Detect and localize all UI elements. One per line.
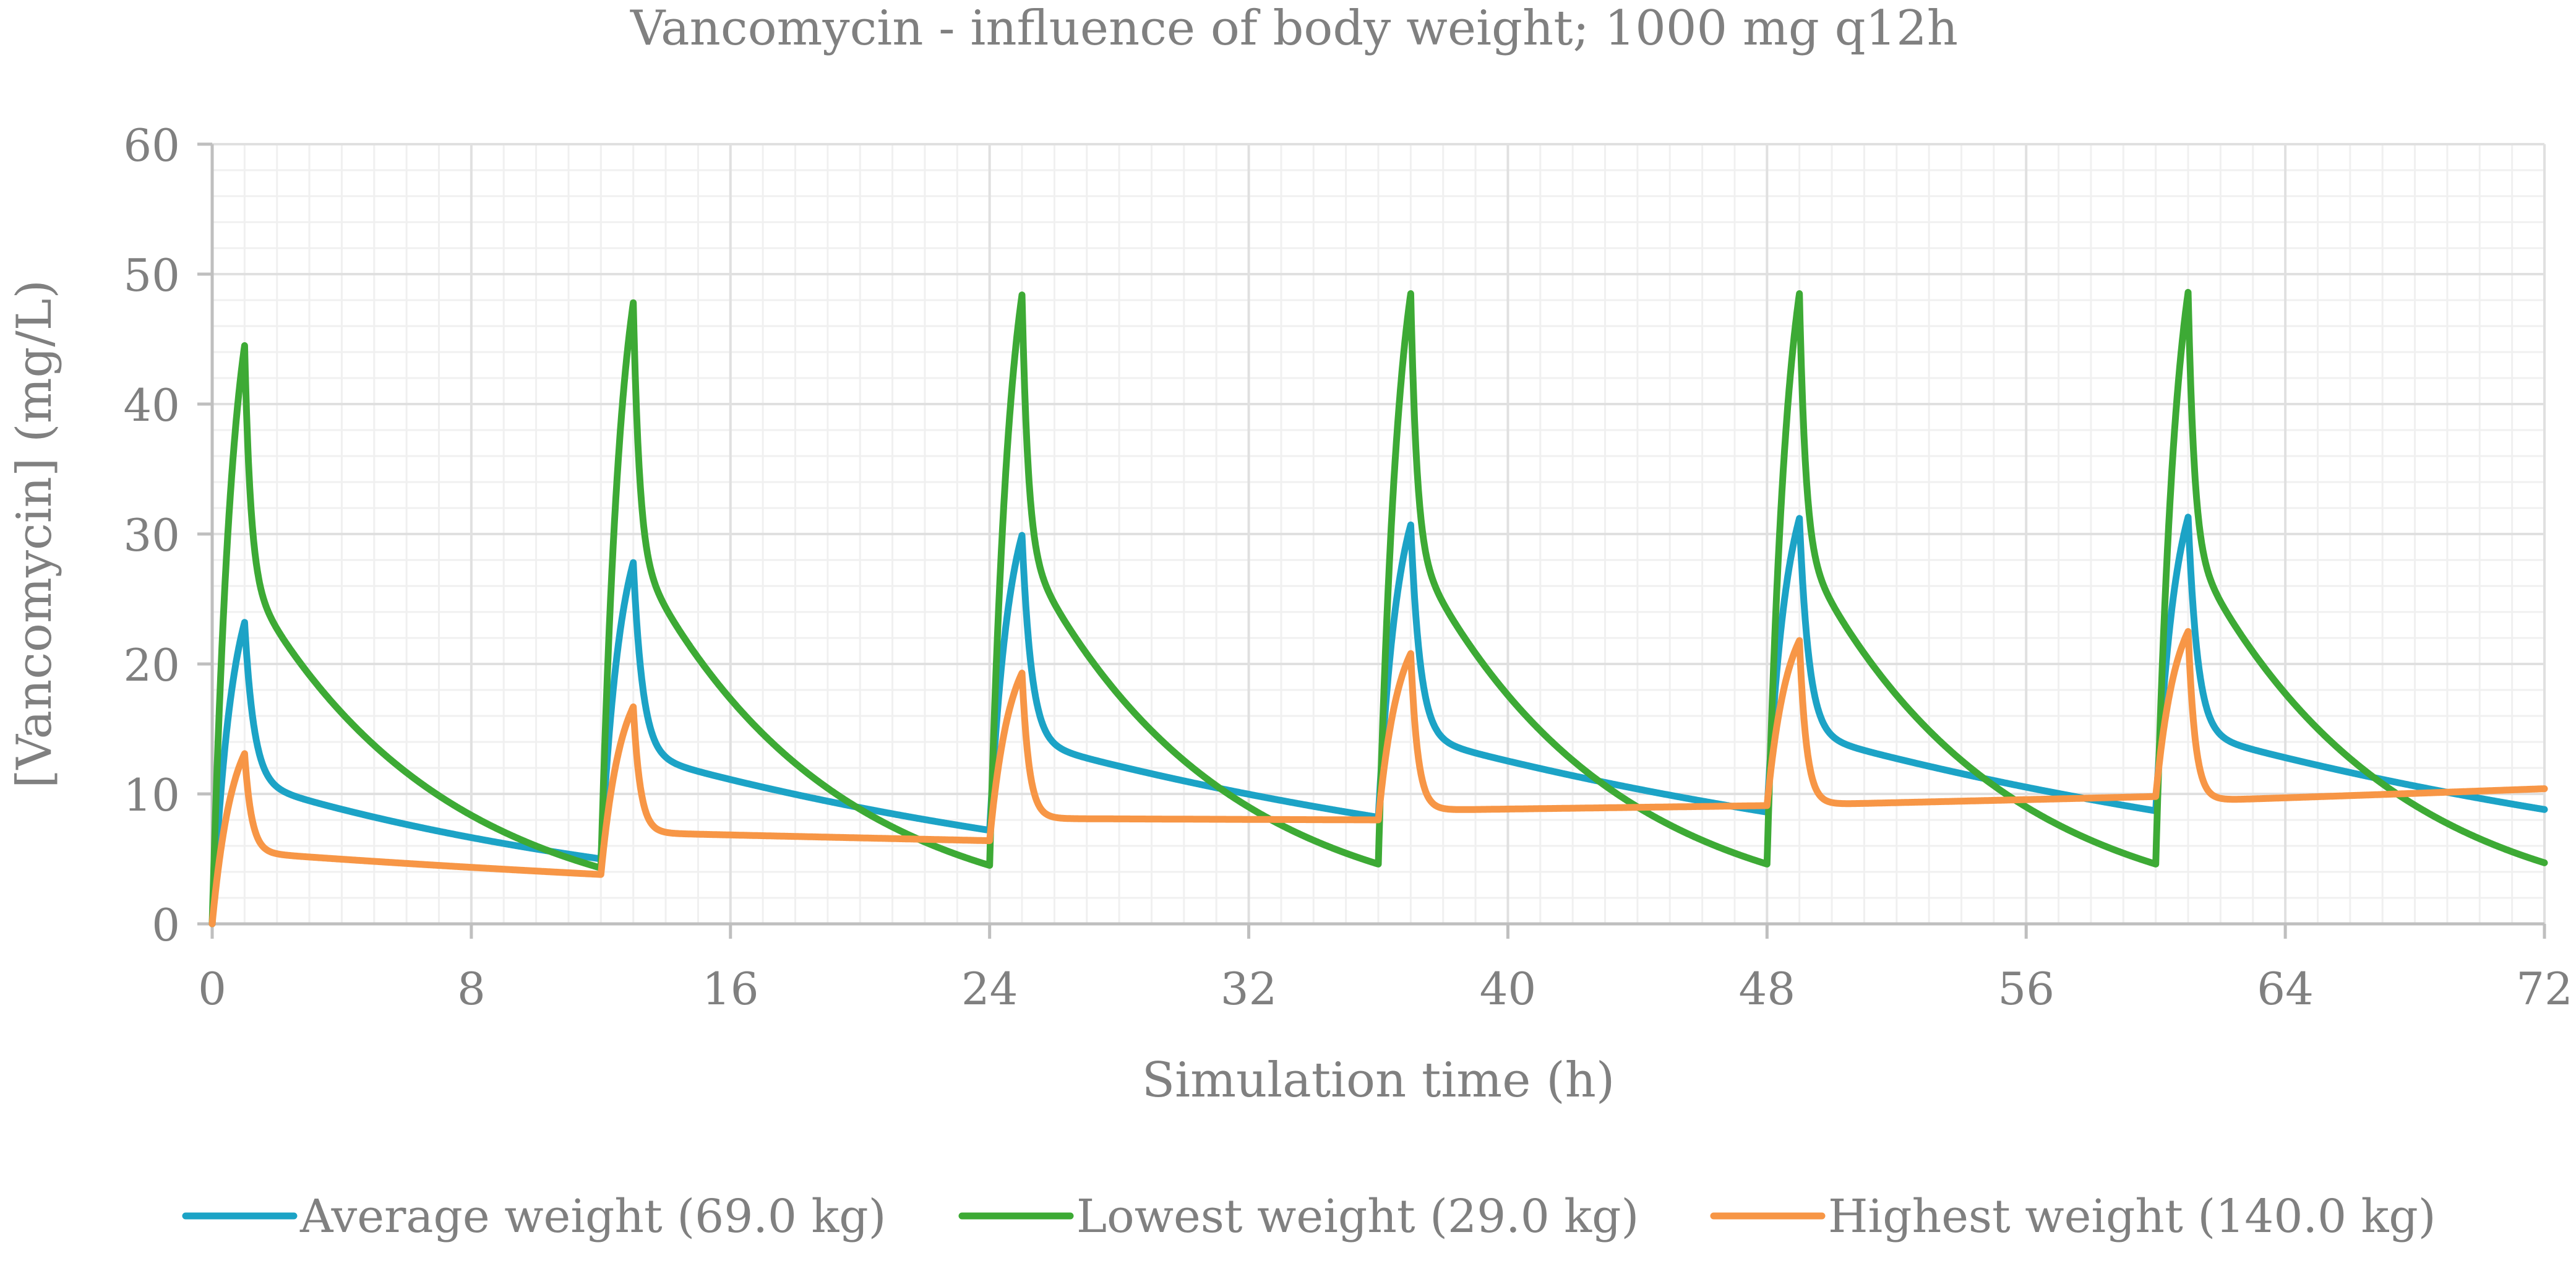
legend-label: Highest weight (140.0 kg) (1828, 1190, 2436, 1243)
y-tick-label: 20 (123, 639, 180, 691)
legend-label: Average weight (69.0 kg) (299, 1190, 887, 1243)
y-tick-label: 0 (152, 899, 180, 951)
legend: Average weight (69.0 kg) Lowest weight (2… (182, 1190, 2436, 1243)
series-line-3 (208, 628, 2548, 928)
y-tick-label: 10 (123, 769, 180, 821)
chart-title: Vancomycin - influence of body weight; 1… (630, 1, 1958, 56)
series-lines (208, 288, 2548, 928)
x-tick-label: 24 (961, 963, 1018, 1015)
legend-item: Average weight (69.0 kg) (182, 1190, 887, 1243)
x-tick-label: 16 (702, 963, 759, 1015)
x-tick-label: 48 (1739, 963, 1796, 1015)
legend-item: Highest weight (140.0 kg) (1710, 1190, 2436, 1243)
x-tick-label: 64 (2257, 963, 2314, 1015)
x-tick-label: 56 (1998, 963, 2054, 1015)
legend-label: Lowest weight (29.0 kg) (1076, 1190, 1639, 1243)
y-axis-label: [Vancomycin] (mg/L) (7, 280, 62, 788)
legend-item: Lowest weight (29.0 kg) (958, 1190, 1639, 1243)
x-axis-label: Simulation time (h) (1142, 1053, 1615, 1108)
y-tick-label: 40 (123, 379, 180, 431)
x-tick-label: 72 (2516, 963, 2573, 1015)
x-tick-label: 0 (198, 963, 226, 1015)
y-axis-ticks: 0 10 20 30 40 50 60 (123, 119, 212, 951)
y-tick-label: 50 (123, 249, 180, 301)
x-axis-ticks: 0 8 16 24 32 40 48 56 64 72 (198, 924, 2573, 1015)
y-tick-label: 30 (123, 509, 180, 561)
x-tick-label: 40 (1480, 963, 1537, 1015)
y-tick-label: 60 (123, 119, 180, 171)
x-tick-label: 8 (457, 963, 486, 1015)
x-tick-label: 32 (1221, 963, 1277, 1015)
